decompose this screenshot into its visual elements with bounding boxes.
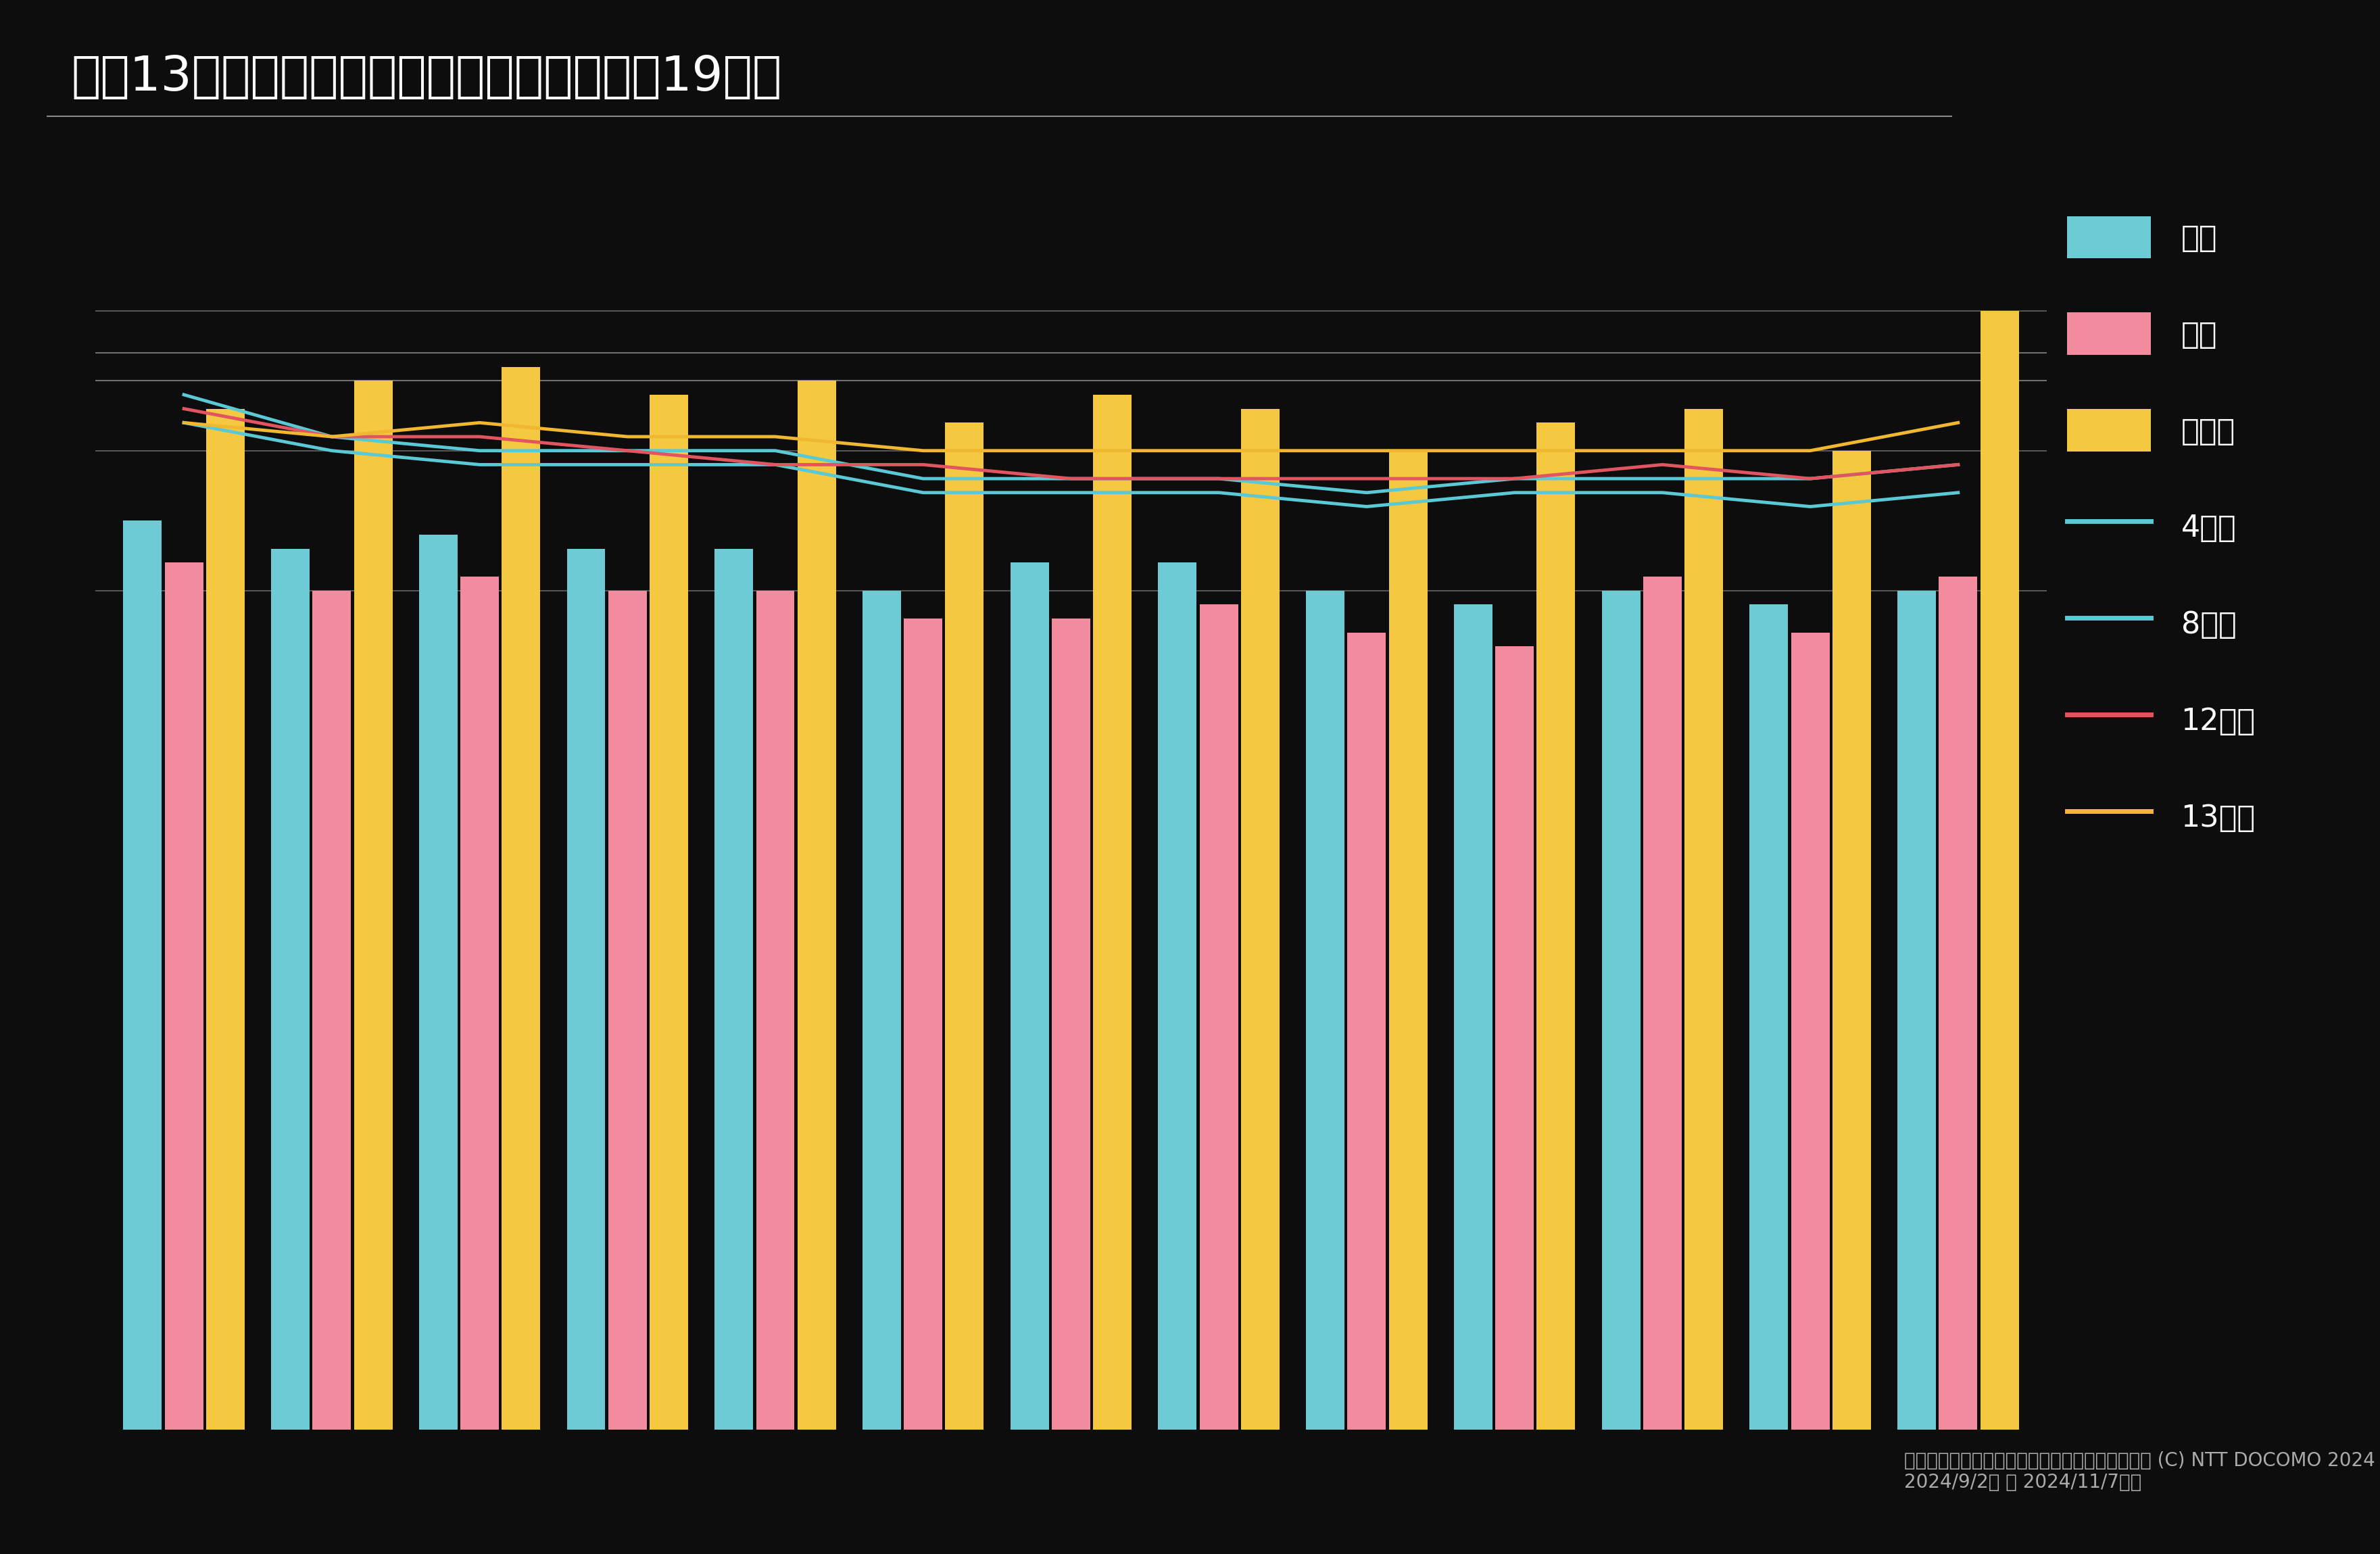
Bar (419, 535, 457, 1430)
Bar (271, 549, 309, 1430)
Bar (1347, 632, 1385, 1430)
Bar (797, 381, 835, 1430)
Bar (1602, 591, 1640, 1430)
Bar (1011, 563, 1050, 1430)
Bar (1897, 591, 1935, 1430)
Bar (1642, 577, 1683, 1430)
Bar (355, 381, 393, 1430)
Bar (1940, 577, 1978, 1430)
Bar (1537, 423, 1576, 1430)
Text: 直近13週の人口推移　ビジネス街　平日－19時台: 直近13週の人口推移 ビジネス街 平日－19時台 (71, 54, 783, 101)
Bar (312, 591, 350, 1430)
Bar (904, 618, 942, 1430)
Bar (862, 591, 902, 1430)
Bar (1200, 605, 1238, 1430)
Bar (1454, 605, 1492, 1430)
Bar (1390, 451, 1428, 1430)
Bar (1240, 409, 1280, 1430)
Bar (1307, 591, 1345, 1430)
Bar (459, 577, 500, 1430)
Bar (207, 409, 245, 1430)
Bar (714, 549, 752, 1430)
Bar (945, 423, 983, 1430)
Bar (1749, 605, 1787, 1430)
Bar (1792, 632, 1830, 1430)
Bar (124, 521, 162, 1430)
Bar (1685, 409, 1723, 1430)
Bar (1159, 563, 1197, 1430)
Bar (566, 549, 605, 1430)
Text: データ：モバイル空間統計（推計人口）時間帯別 (C) NTT DOCOMO 2024
2024/9/2月 ～ 2024/11/7現在: データ：モバイル空間統計（推計人口）時間帯別 (C) NTT DOCOMO 20… (1904, 1451, 2375, 1492)
Bar (1833, 451, 1871, 1430)
Bar (1495, 646, 1533, 1430)
Bar (757, 591, 795, 1430)
Bar (650, 395, 688, 1430)
Bar (164, 563, 202, 1430)
Bar (1052, 618, 1090, 1430)
Bar (609, 591, 647, 1430)
Bar (1092, 395, 1130, 1430)
Bar (1980, 311, 2018, 1430)
Bar (502, 367, 540, 1430)
Legend: 今週, 先週, 先々週, 4週前, 8週前, 12週前, 13週前: 今週, 先週, 先々週, 4週前, 8週前, 12週前, 13週前 (2037, 186, 2285, 869)
